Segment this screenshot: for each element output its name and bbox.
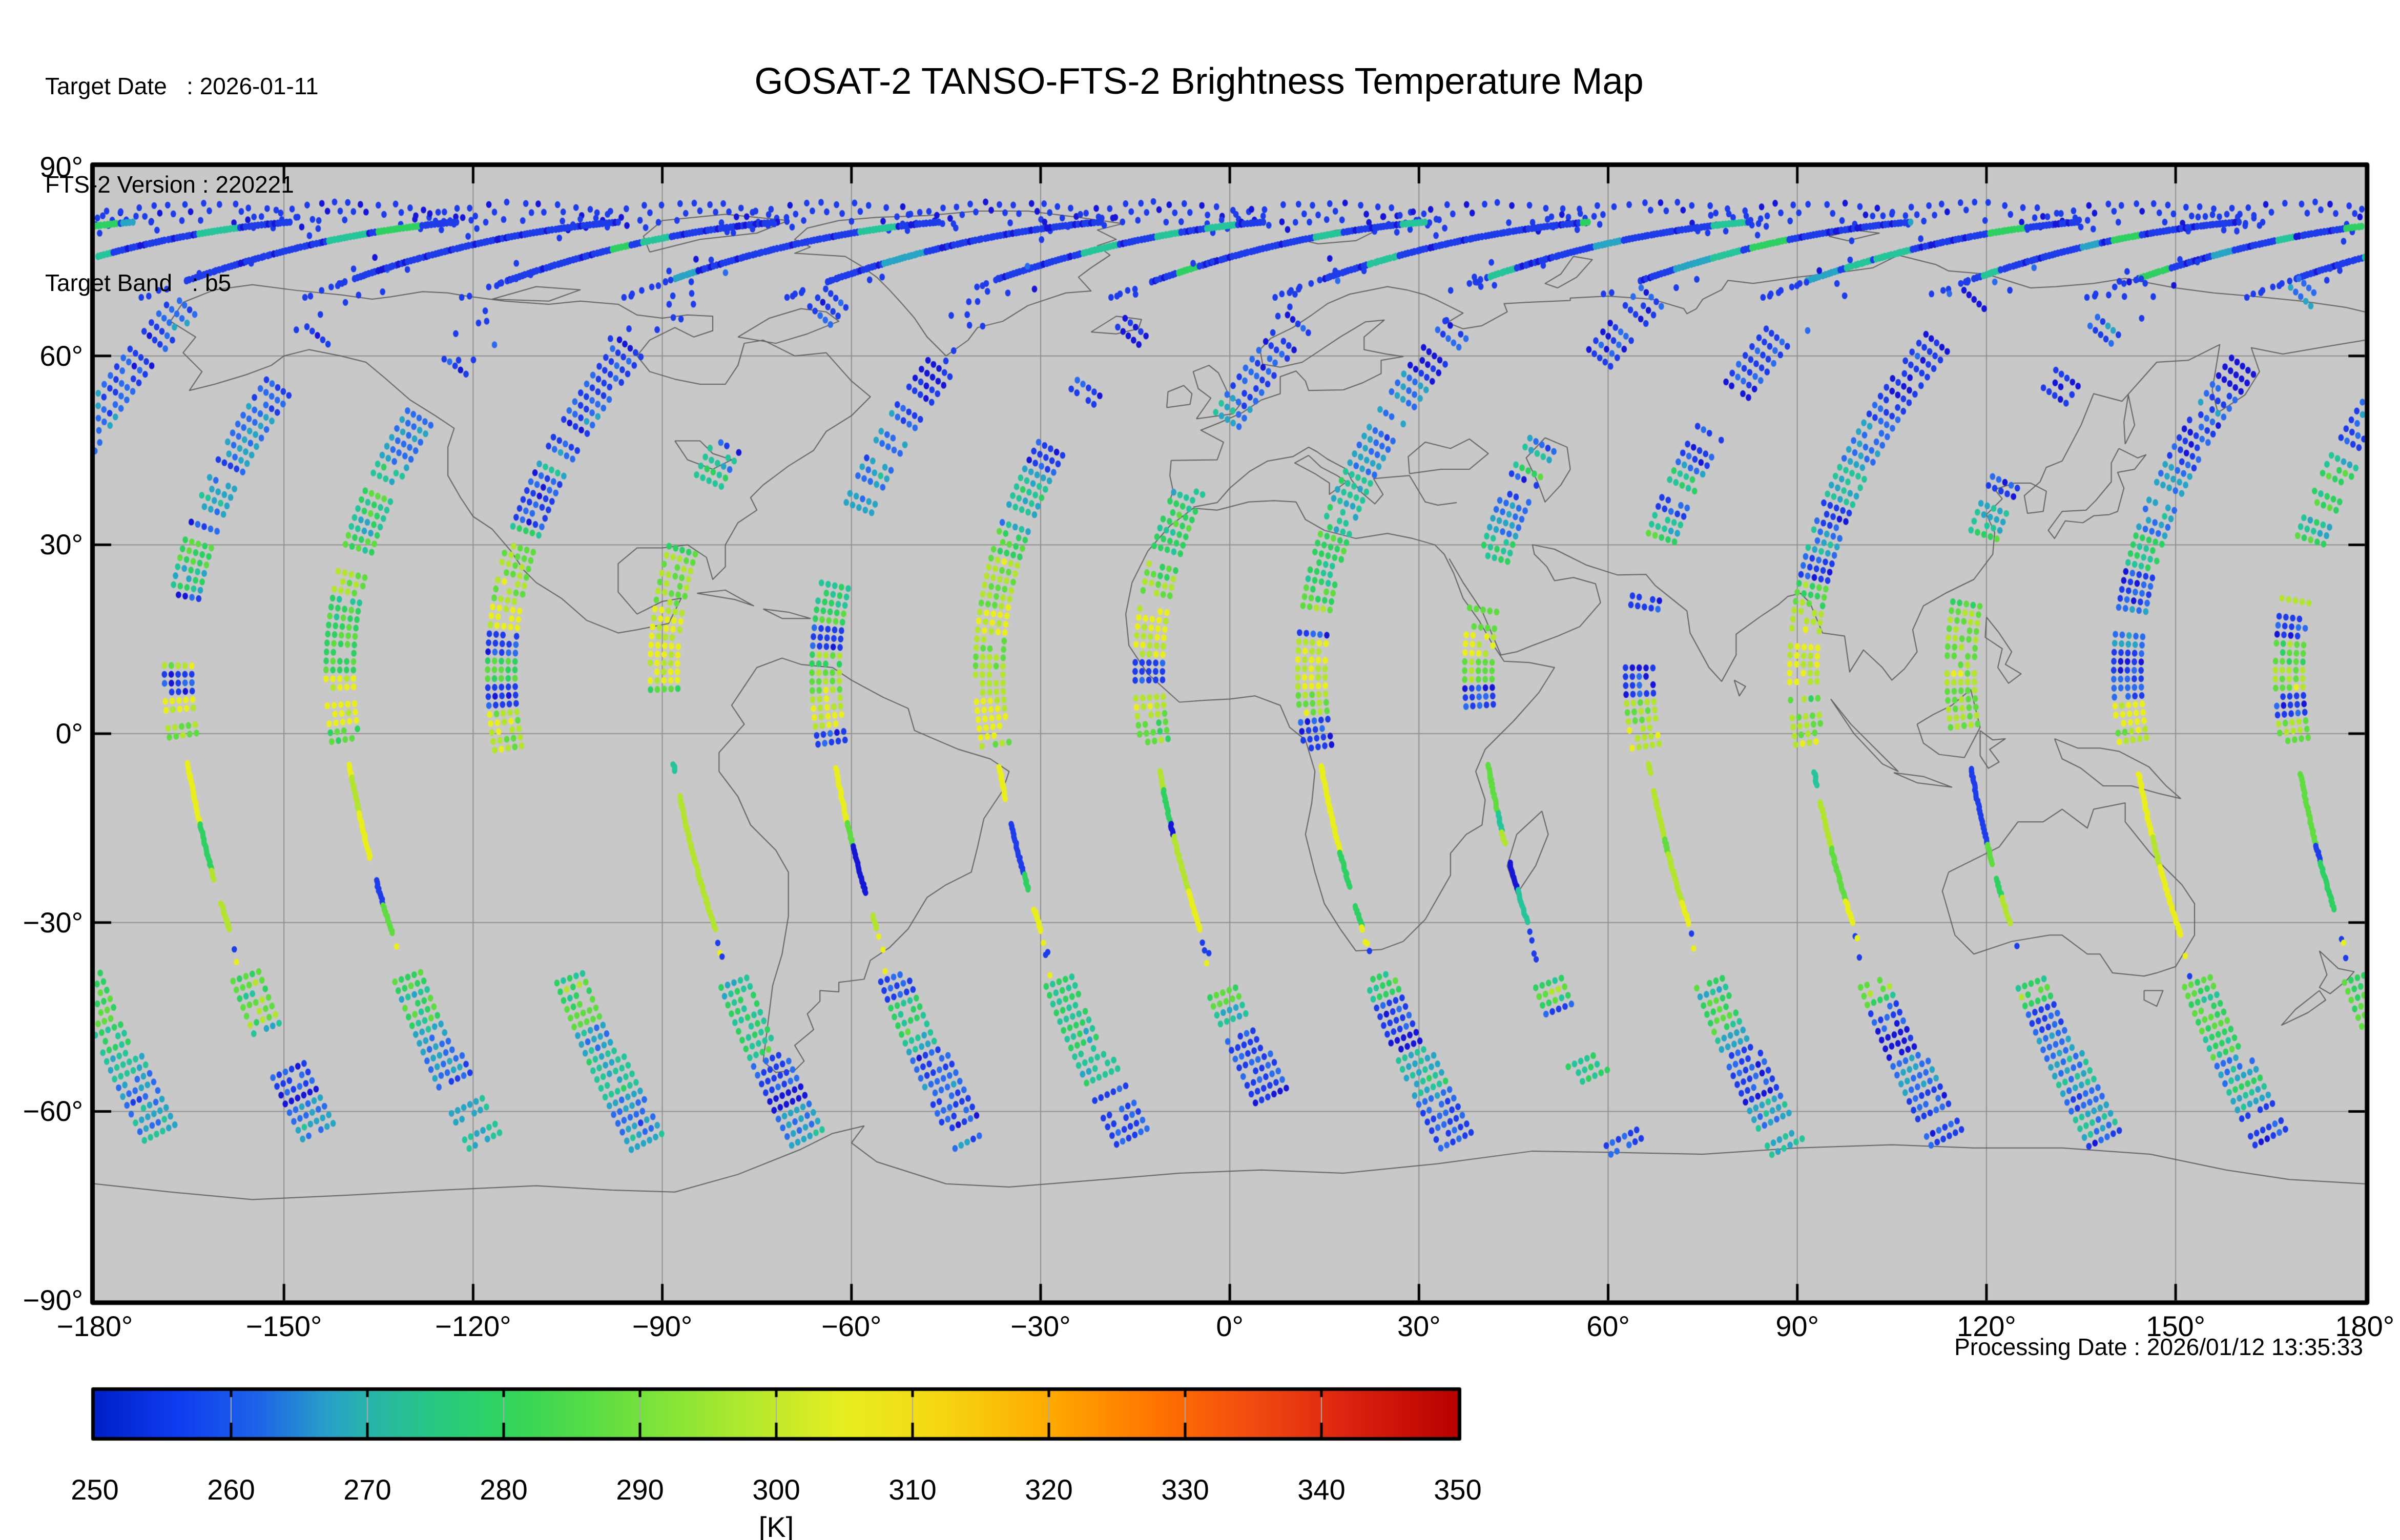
- x-tick-label: −90°: [632, 1310, 693, 1342]
- x-tick-label: −180°: [56, 1310, 133, 1342]
- page-title: GOSAT-2 TANSO-FTS-2 Brightness Temperatu…: [754, 61, 1644, 102]
- header-block: Target Date : 2026-01-11 FTS-2 Version :…: [45, 4, 319, 365]
- header-target-band: Target Band : b5: [45, 269, 232, 296]
- colorbar-tick-label: 300: [752, 1473, 800, 1506]
- processing-date: Processing Date : 2026/01/12 13:35:33: [1954, 1334, 2363, 1360]
- y-tick-label: 30°: [39, 528, 83, 561]
- x-tick-label: 120°: [1956, 1310, 2016, 1342]
- x-tick-label: −60°: [821, 1310, 882, 1342]
- y-tick-label: −30°: [23, 906, 83, 939]
- colorbar-tick-label: 250: [71, 1473, 119, 1506]
- y-tick-label: 0°: [55, 717, 83, 750]
- colorbar-tick-label: 260: [207, 1473, 255, 1506]
- x-tick-label: −150°: [245, 1310, 322, 1342]
- colorbar-tick-label: 330: [1161, 1473, 1209, 1506]
- x-tick-label: 60°: [1586, 1310, 1630, 1342]
- x-tick-label: 0°: [1216, 1310, 1244, 1342]
- colorbar-tick-label: 340: [1297, 1473, 1346, 1506]
- colorbar-tick-label: 310: [888, 1473, 937, 1506]
- colorbar-tick-label: 280: [480, 1473, 528, 1506]
- colorbar-unit-label: [K]: [758, 1511, 794, 1540]
- colorbar-tick-label: 320: [1025, 1473, 1073, 1506]
- x-tick-label: 150°: [2146, 1310, 2205, 1342]
- colorbar-tick-label: 350: [1434, 1473, 1482, 1506]
- x-tick-label: −120°: [435, 1310, 511, 1342]
- header-fts2-version: FTS-2 Version : 220221: [45, 171, 294, 198]
- header-target-date: Target Date : 2026-01-11: [45, 73, 319, 99]
- y-tick-label: −90°: [23, 1284, 83, 1317]
- x-tick-label: −30°: [1010, 1310, 1071, 1342]
- y-tick-label: −60°: [23, 1095, 83, 1128]
- x-tick-label: 30°: [1397, 1310, 1441, 1342]
- x-tick-label: 180°: [2335, 1310, 2395, 1342]
- y-tick-label: 60°: [39, 339, 83, 372]
- colorbar-tick-label: 290: [616, 1473, 664, 1506]
- colorbar-tick-label: 270: [343, 1473, 391, 1506]
- x-tick-label: 90°: [1775, 1310, 1819, 1342]
- y-tick-label: 90°: [39, 151, 83, 183]
